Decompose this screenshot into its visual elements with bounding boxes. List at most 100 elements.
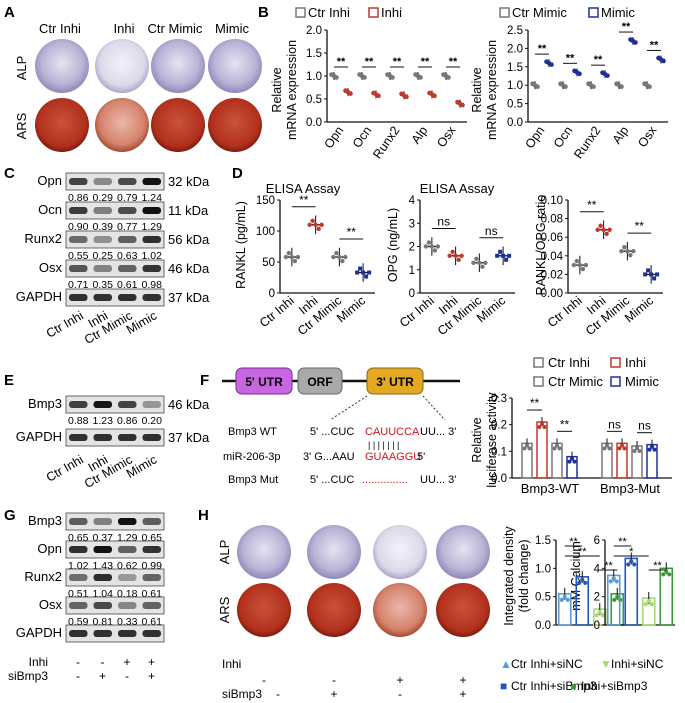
- b-ylabels: Relative mRNA expression Relative mRNA e…: [270, 40, 499, 140]
- blot-label: Osx: [39, 597, 63, 612]
- blot-value: 0.63: [117, 250, 138, 262]
- blot-kda: 11 kDa: [168, 203, 209, 218]
- data-point: [628, 252, 633, 258]
- data-point: [633, 40, 638, 45]
- data-point: [429, 244, 435, 249]
- f-legend-3: Ctr Mimic: [548, 374, 603, 389]
- chart-b2: 0.0 0.5 1.0 1.5 2.0 2.5 ** Opn ** Ocn ** Runx2 ** Alp…: [507, 21, 668, 161]
- data-point: [340, 258, 345, 264]
- data-point: [542, 425, 547, 429]
- blot-band: [118, 630, 137, 637]
- a-well-ars-1: [35, 98, 89, 152]
- data-point: [435, 244, 441, 249]
- panel-d-titles: ELISA Assay ELISA Assay: [266, 181, 495, 196]
- panel-h-images: ALP ARS Inhi - - + + siBmp3 - + - +: [217, 525, 490, 701]
- data-point: [334, 75, 339, 80]
- blot-kda: 37 kDa: [168, 430, 210, 445]
- panel-letter-a: A: [4, 4, 15, 21]
- data-point: [637, 449, 642, 453]
- f-legend-2: Inhi: [625, 355, 646, 370]
- panel-letter-g: G: [4, 507, 16, 524]
- blot-value: 0.86: [117, 415, 138, 427]
- h-treat-sibmp3: siBmp3: [222, 687, 262, 701]
- panel-b-legend: Ctr Inhi Inhi Ctr Mimic Mimic: [295, 5, 635, 20]
- h1-ylabel-2: (fold change): [517, 540, 531, 613]
- blot-value: 1.24: [142, 192, 163, 204]
- y-tick-label: 4: [409, 195, 416, 207]
- y-tick-label: 50: [262, 257, 275, 269]
- x-tick-label: Opn: [522, 124, 547, 151]
- sig-label: **: [421, 56, 430, 68]
- panel-f-legend: Ctr Inhi Inhi Ctr Mimic Mimic: [533, 355, 659, 389]
- blot-band: [69, 630, 88, 637]
- h-row-ars: ARS: [217, 596, 232, 623]
- panel-letter-f: F: [200, 372, 209, 389]
- sig-label: ns: [485, 224, 498, 238]
- panel-letter-h: H: [198, 507, 209, 524]
- data-point: [565, 597, 570, 602]
- data-point: [615, 594, 620, 599]
- x-tick-label: Ctr Inhi: [257, 294, 297, 331]
- data-point: [450, 249, 455, 254]
- f-mut-label: Bmp3 Mut: [228, 474, 278, 486]
- data-point: [646, 598, 651, 604]
- b-legend-ctr-swatch: [295, 7, 306, 18]
- blot-band: [93, 207, 112, 214]
- sig-label: **: [604, 560, 613, 572]
- data-point: [577, 262, 583, 268]
- y-tick-label: 100: [256, 226, 275, 238]
- sig-label: ns: [608, 417, 621, 431]
- sig-label: **: [449, 56, 458, 68]
- y-tick-label: 4: [594, 563, 601, 575]
- y-tick-label: 0.3: [491, 393, 507, 405]
- blot-value: 0.98: [142, 279, 163, 291]
- blot-kda: 46 kDa: [168, 261, 210, 276]
- f-mut-seq-b: ...............: [362, 474, 408, 486]
- data-point: [474, 256, 479, 261]
- blot-band: [69, 207, 88, 214]
- blot-band: [93, 602, 112, 609]
- h-legend: ▲ Ctr Inhi+siNC ▼ Inhi+siNC ■ Ctr Inhi+s…: [500, 657, 664, 693]
- data-point: [348, 91, 353, 96]
- a-well-ars-3: [151, 98, 205, 152]
- blot-band: [93, 178, 112, 185]
- blot-band: [118, 546, 137, 553]
- blot-label: Opn: [37, 541, 62, 556]
- blot-treat-label: siBmp3: [8, 669, 48, 683]
- data-point: [316, 226, 321, 231]
- f-legend-4: Mimic: [625, 374, 659, 389]
- y-tick-label: 2.0: [306, 25, 322, 37]
- blot-band: [142, 294, 161, 301]
- data-point: [376, 93, 381, 99]
- blot-value: 0.39: [93, 221, 114, 233]
- blot-label: GAPDH: [16, 289, 62, 304]
- f-legend-1: Ctr Inhi: [548, 355, 590, 370]
- f-mut-seq-c: UU... 3': [420, 474, 456, 486]
- d2-title: ELISA Assay: [420, 181, 495, 196]
- h-si-s2: +: [330, 687, 337, 701]
- f-wt-seq-b: CAUUCCA: [365, 426, 420, 438]
- blot-value: 0.35: [93, 279, 114, 291]
- y-tick-label: 0.5: [535, 592, 551, 604]
- sig-label: **: [566, 52, 575, 64]
- data-point: [580, 266, 586, 272]
- blot-box: [65, 428, 165, 447]
- f-utr5-box: [235, 367, 293, 395]
- blot-label: Bmp3: [28, 396, 62, 411]
- blot-box: [65, 172, 165, 191]
- data-point: [629, 559, 634, 564]
- blot-box: [65, 201, 165, 220]
- data-point: [650, 444, 654, 449]
- h-well-alp-2: [307, 525, 361, 579]
- b-legend-ctrm-swatch: [499, 7, 510, 18]
- h-inhi-s4: +: [459, 673, 466, 687]
- blot-label: Runx2: [24, 231, 62, 246]
- y-tick-label: 0.00: [541, 288, 563, 300]
- d1-title: ELISA Assay: [266, 181, 341, 196]
- data-point: [619, 84, 624, 89]
- sig-label: **: [594, 54, 603, 66]
- blot-treat-sign: -: [76, 669, 80, 683]
- data-point: [607, 227, 612, 232]
- h1-ylabel-1: Integrated density: [502, 526, 516, 626]
